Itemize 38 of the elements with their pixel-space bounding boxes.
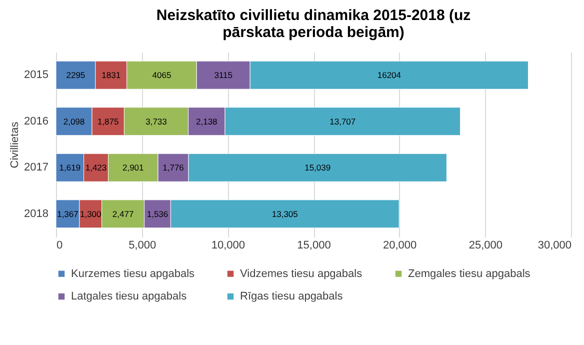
data-label: 2,901: [122, 162, 144, 173]
legend-label: Zemgales tiesu apgabals: [408, 268, 531, 280]
data-label: 1,367: [57, 208, 79, 219]
y-tick-label: 2017: [24, 162, 48, 174]
x-tick-label: 15,000: [297, 240, 331, 252]
data-label: 2,138: [196, 116, 218, 126]
chart-title: Neizskatīto civillietu dinamika 2015-2018 (uz pārskata perioda beigām): [156, 7, 471, 41]
data-label: 13,305: [272, 208, 298, 219]
data-label: 3,733: [146, 116, 168, 126]
x-tick-label: 25,000: [468, 240, 502, 252]
data-label: 16204: [377, 70, 402, 80]
legend-label: Kurzemes tiesu apgabals: [71, 268, 196, 280]
y-tick-label: 2018: [24, 208, 48, 220]
legend-label: Latgales tiesu apgabals: [71, 290, 188, 302]
data-label: 2,477: [112, 208, 134, 219]
data-label: 13,707: [330, 116, 356, 126]
data-label: 1,300: [80, 208, 102, 219]
x-tick-label: 20,000: [383, 240, 417, 252]
data-label: 1,875: [97, 116, 120, 126]
data-label: 4065: [152, 70, 172, 80]
data-label: 1,536: [146, 208, 168, 219]
x-tick-label: 10,000: [211, 240, 245, 252]
x-tick-label: 30,000: [538, 240, 572, 252]
y-tick-label: 2016: [24, 115, 48, 128]
data-label: 1,776: [162, 162, 184, 173]
y-tick-label: 2015: [24, 69, 48, 82]
y-axis-title: Civillietas: [9, 121, 22, 168]
data-label: 1831: [102, 70, 121, 80]
legend-label: Rīgas tiesu apgabals: [240, 290, 344, 302]
data-label: 1,423: [85, 162, 107, 173]
data-label: 15,039: [304, 162, 331, 173]
data-label: 3115: [214, 70, 233, 80]
x-tick-label: 0: [56, 240, 63, 252]
data-label: 1,619: [59, 162, 81, 173]
data-label: 2295: [66, 70, 86, 80]
legend-label: Vidzemes tiesu apgabals: [240, 268, 363, 280]
x-tick-label: 5,000: [128, 240, 156, 252]
data-label: 2,098: [63, 116, 85, 126]
